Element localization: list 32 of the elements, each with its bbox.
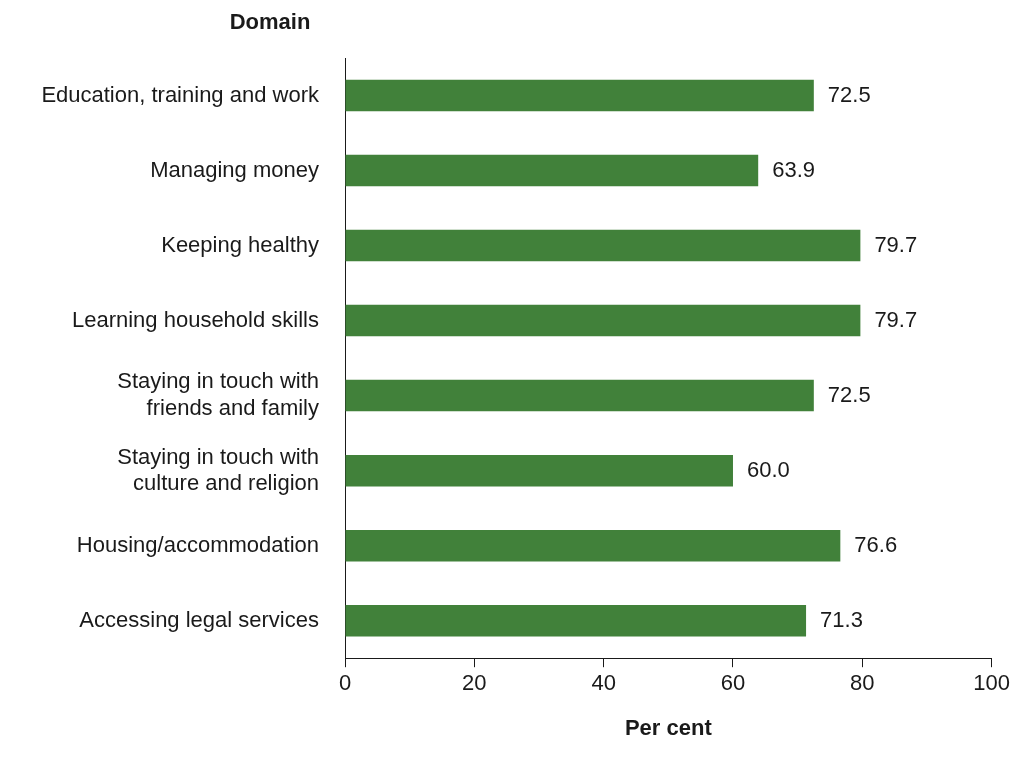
x-axis-title: Per cent bbox=[624, 714, 713, 740]
x-tick-label: 100 bbox=[973, 670, 1011, 696]
data-label: 72.5 bbox=[827, 81, 871, 107]
y-tick-label: Accessing legal services bbox=[79, 606, 319, 632]
x-tick-label: 20 bbox=[462, 670, 487, 696]
bar bbox=[345, 229, 861, 262]
x-tick-label: 80 bbox=[850, 670, 875, 696]
data-label: 63.9 bbox=[772, 156, 816, 182]
y-tick-label: Education, training and work bbox=[41, 81, 320, 107]
data-label: 60.0 bbox=[746, 456, 790, 482]
bar bbox=[345, 604, 807, 637]
data-label: 71.3 bbox=[820, 606, 863, 632]
bar bbox=[345, 79, 814, 112]
y-tick-label: Managing money bbox=[150, 156, 319, 182]
data-label: 76.6 bbox=[854, 531, 898, 557]
y-axis-title: Domain bbox=[229, 9, 311, 35]
y-tick-label: Staying in touch with friends and family bbox=[117, 368, 319, 420]
bar bbox=[345, 379, 814, 412]
bar bbox=[345, 154, 759, 187]
data-label: 79.7 bbox=[874, 306, 918, 332]
y-tick-label: Housing/accommodation bbox=[76, 531, 319, 557]
y-tick-label: Keeping healthy bbox=[161, 231, 319, 257]
bar bbox=[345, 304, 861, 337]
x-tick-label: 40 bbox=[591, 670, 616, 696]
y-tick-label: Learning household skills bbox=[71, 306, 319, 332]
data-label: 72.5 bbox=[827, 381, 871, 407]
x-tick-label: 60 bbox=[720, 670, 746, 696]
bar bbox=[345, 454, 733, 487]
x-tick-label: 0 bbox=[338, 670, 352, 696]
data-label: 79.7 bbox=[874, 231, 918, 257]
bar bbox=[345, 529, 841, 562]
y-tick-label: Staying in touch with culture and religion bbox=[117, 443, 319, 495]
